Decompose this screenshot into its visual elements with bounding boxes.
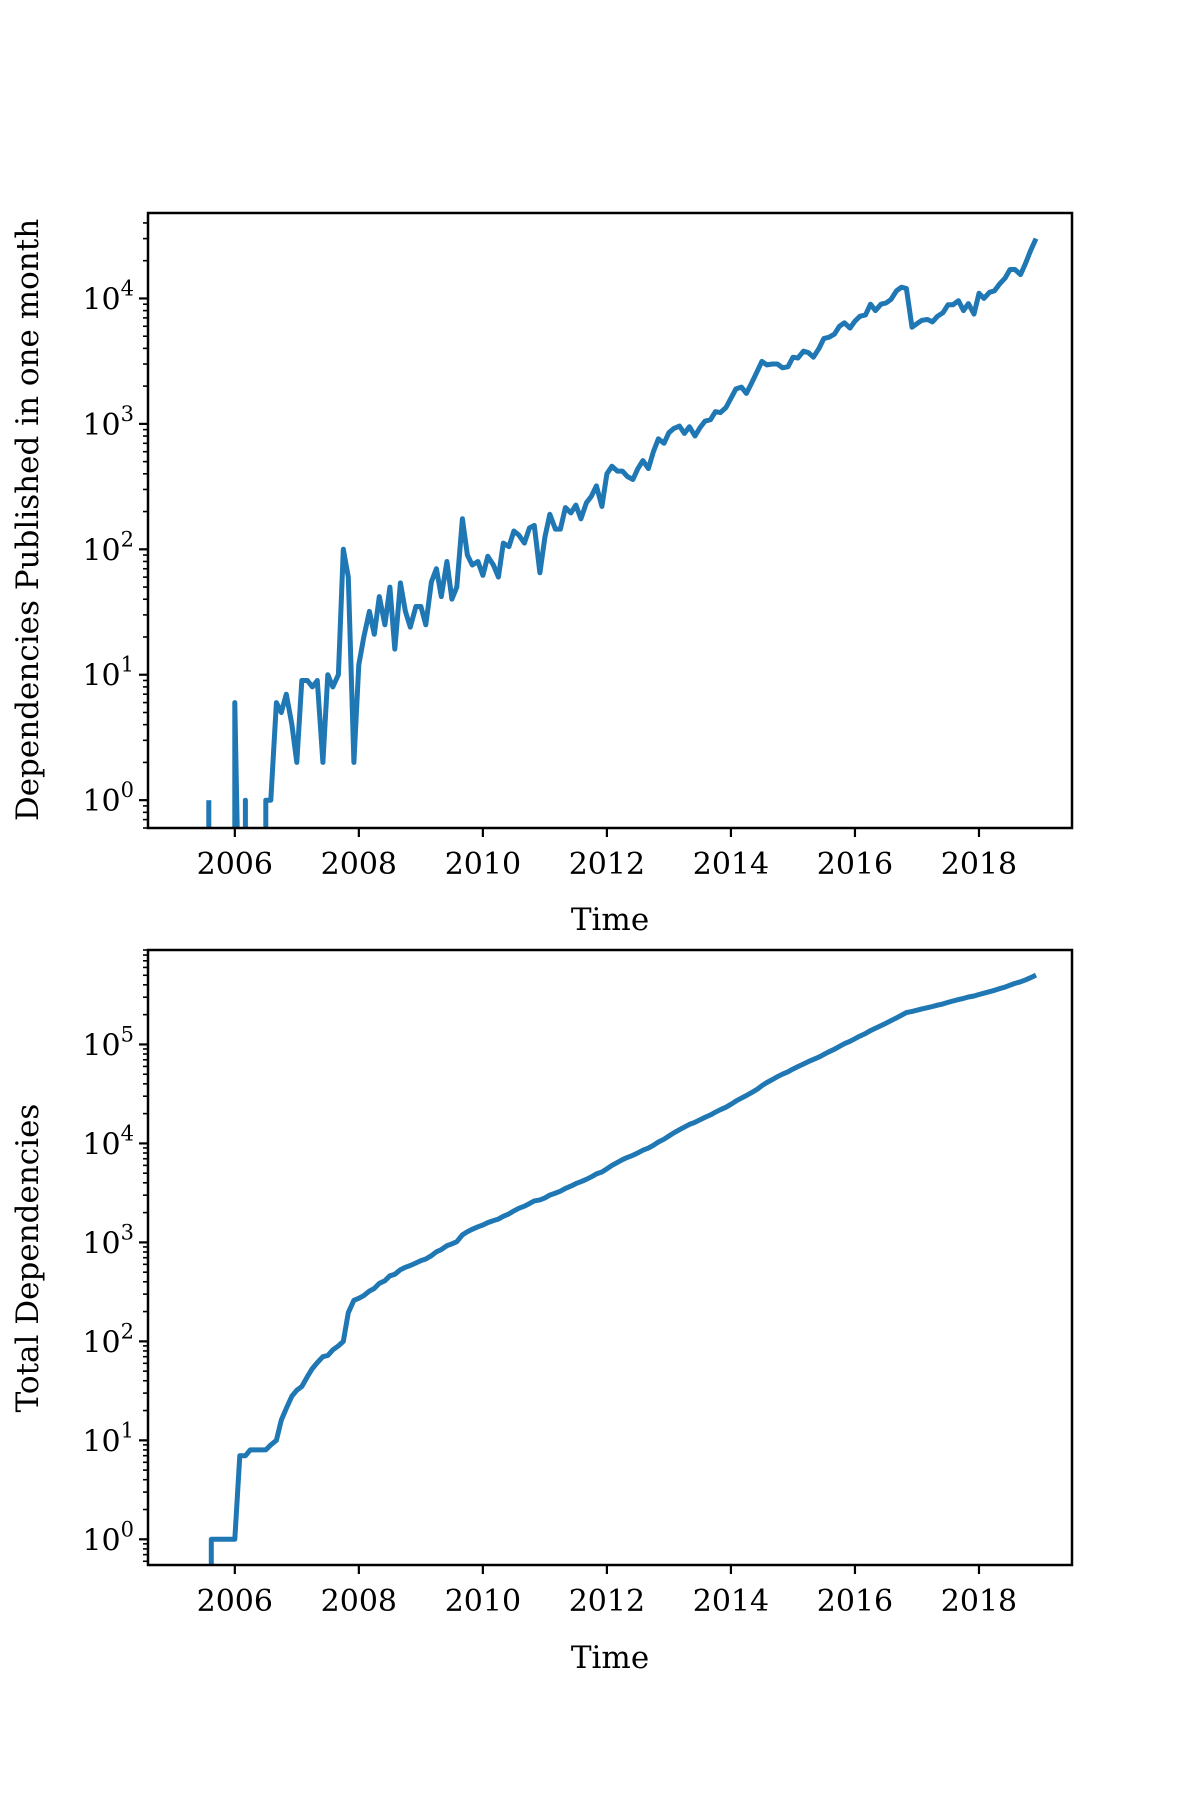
x-tick-label: 2008	[321, 847, 397, 882]
bottom-chart-panel: 2006 2008 2010 2012 2014 2016 2018 100 101 102 103…	[10, 948, 1074, 1676]
x-tick-label: 2016	[817, 847, 893, 882]
top-chart-panel: 2006 2008 2010 2012 2014 2016 2018 100 101 102 103…	[10, 211, 1074, 938]
x-axis-label: Time	[571, 902, 649, 938]
x-tick-label: 2018	[941, 847, 1017, 882]
y-tick-label: 103	[82, 402, 134, 443]
x-tick-label: 2006	[197, 847, 273, 882]
x-tick-label: 2014	[693, 1584, 769, 1619]
plot-frame	[146, 211, 1074, 830]
y-tick-label: 104	[82, 1121, 134, 1162]
series-line-segment	[263, 237, 1039, 828]
y-tick-label: 104	[82, 276, 134, 317]
x-tick-label: 2018	[941, 1584, 1017, 1619]
series-line-segment	[208, 972, 1038, 1565]
x-tick-label: 2010	[445, 1584, 521, 1619]
y-tick-label: 100	[82, 1517, 134, 1558]
y-axis-label: Dependencies Published in one month	[10, 219, 46, 821]
plot-frame	[146, 948, 1074, 1567]
y-tick-label: 101	[82, 1418, 134, 1459]
y-tick-label: 102	[82, 1319, 134, 1360]
y-tick-label: 100	[82, 778, 134, 819]
x-tick-label: 2016	[817, 1584, 893, 1619]
y-tick-label: 101	[82, 653, 134, 694]
y-tick-label: 103	[82, 1220, 134, 1261]
y-tick-label: 102	[82, 527, 134, 568]
x-tick-label: 2012	[569, 847, 645, 882]
x-tick-label: 2014	[693, 847, 769, 882]
x-tick-label: 2006	[197, 1584, 273, 1619]
x-tick-label: 2010	[445, 847, 521, 882]
x-tick-label: 2012	[569, 1584, 645, 1619]
y-tick-label: 105	[82, 1022, 134, 1063]
series-line-segment	[232, 700, 240, 828]
y-axis-label: Total Dependencies	[10, 1104, 46, 1413]
x-tick-label: 2008	[321, 1584, 397, 1619]
x-axis-label: Time	[571, 1640, 649, 1676]
